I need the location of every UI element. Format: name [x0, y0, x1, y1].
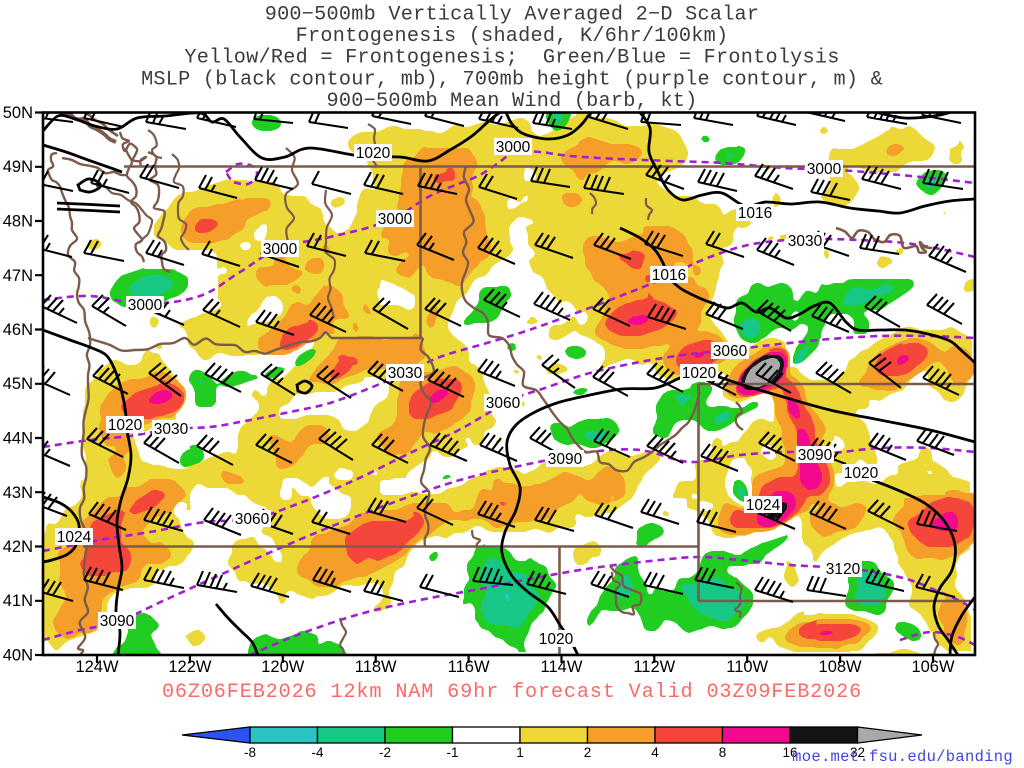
svg-text:MSLP (black contour, mb), 700m: MSLP (black contour, mb), 700mb height (… — [141, 68, 883, 91]
svg-text:3090: 3090 — [100, 613, 135, 630]
svg-text:1024: 1024 — [746, 497, 781, 514]
svg-text:48N: 48N — [3, 213, 33, 231]
svg-text:3000: 3000 — [807, 161, 842, 178]
svg-text:44N: 44N — [3, 430, 33, 448]
svg-text:47N: 47N — [3, 267, 33, 285]
svg-text:124W: 124W — [75, 658, 119, 676]
svg-text:116W: 116W — [448, 658, 490, 676]
svg-text:1024: 1024 — [57, 529, 92, 546]
svg-text:3090: 3090 — [798, 447, 833, 464]
svg-text:1020: 1020 — [682, 365, 717, 382]
svg-text:1020: 1020 — [108, 417, 143, 434]
svg-text:110W: 110W — [726, 658, 768, 676]
svg-text:1: 1 — [516, 745, 524, 760]
svg-text:42N: 42N — [3, 538, 33, 556]
svg-text:06Z06FEB2026 12km NAM 69hr for: 06Z06FEB2026 12km NAM 69hr forecast Vali… — [162, 681, 862, 704]
svg-text:3060: 3060 — [713, 343, 748, 360]
svg-text:3030: 3030 — [788, 233, 823, 250]
svg-text:-2: -2 — [379, 745, 391, 760]
svg-text:3060: 3060 — [235, 511, 270, 528]
svg-text:112W: 112W — [633, 658, 675, 676]
svg-text:118W: 118W — [355, 658, 397, 676]
svg-text:1020: 1020 — [844, 465, 879, 482]
svg-text:1016: 1016 — [738, 205, 772, 222]
svg-text:41N: 41N — [3, 592, 33, 610]
svg-text:1016: 1016 — [652, 267, 686, 284]
svg-text:3000: 3000 — [128, 297, 163, 314]
svg-text:Frontogenesis (shaded, K/6hr/1: Frontogenesis (shaded, K/6hr/100km) — [296, 25, 729, 48]
svg-text:8: 8 — [719, 745, 727, 760]
svg-text:108W: 108W — [819, 658, 863, 676]
svg-text:-1: -1 — [446, 745, 458, 760]
svg-text:3090: 3090 — [548, 451, 583, 468]
svg-text:-4: -4 — [311, 745, 323, 760]
svg-text:32: 32 — [850, 745, 865, 760]
svg-text:-8: -8 — [244, 745, 256, 760]
svg-text:Yellow/Red = Frontogenesis; G: Yellow/Red = Frontogenesis; Green/Blue =… — [184, 47, 839, 70]
svg-text:3000: 3000 — [263, 241, 298, 258]
svg-text:3060: 3060 — [486, 395, 521, 412]
svg-text:2: 2 — [584, 745, 592, 760]
svg-text:4: 4 — [651, 745, 659, 760]
svg-text:43N: 43N — [3, 484, 33, 502]
svg-text:3030: 3030 — [388, 365, 423, 382]
svg-text:49N: 49N — [3, 158, 33, 176]
svg-text:3030: 3030 — [154, 421, 189, 438]
svg-text:106W: 106W — [911, 658, 955, 676]
svg-text:50N: 50N — [3, 104, 33, 122]
svg-text:122W: 122W — [168, 658, 212, 676]
svg-text:114W: 114W — [541, 658, 583, 676]
svg-text:45N: 45N — [3, 375, 33, 393]
svg-text:46N: 46N — [3, 321, 33, 339]
svg-text:1020: 1020 — [539, 631, 574, 648]
svg-text:40N: 40N — [3, 647, 33, 665]
svg-text:120W: 120W — [261, 658, 305, 676]
svg-text:900−500mb Mean Wind (barb, kt): 900−500mb Mean Wind (barb, kt) — [327, 90, 698, 113]
svg-text:16: 16 — [782, 745, 797, 760]
svg-text:3000: 3000 — [496, 139, 531, 156]
svg-text:900−500mb Vertically Averaged: 900−500mb Vertically Averaged 2−D Scalar — [265, 4, 760, 27]
svg-text:1020: 1020 — [356, 145, 391, 162]
svg-text:3000: 3000 — [378, 211, 413, 228]
svg-text:moe.met.fsu.edu/banding: moe.met.fsu.edu/banding — [792, 748, 1013, 766]
svg-text:3120: 3120 — [826, 561, 861, 578]
